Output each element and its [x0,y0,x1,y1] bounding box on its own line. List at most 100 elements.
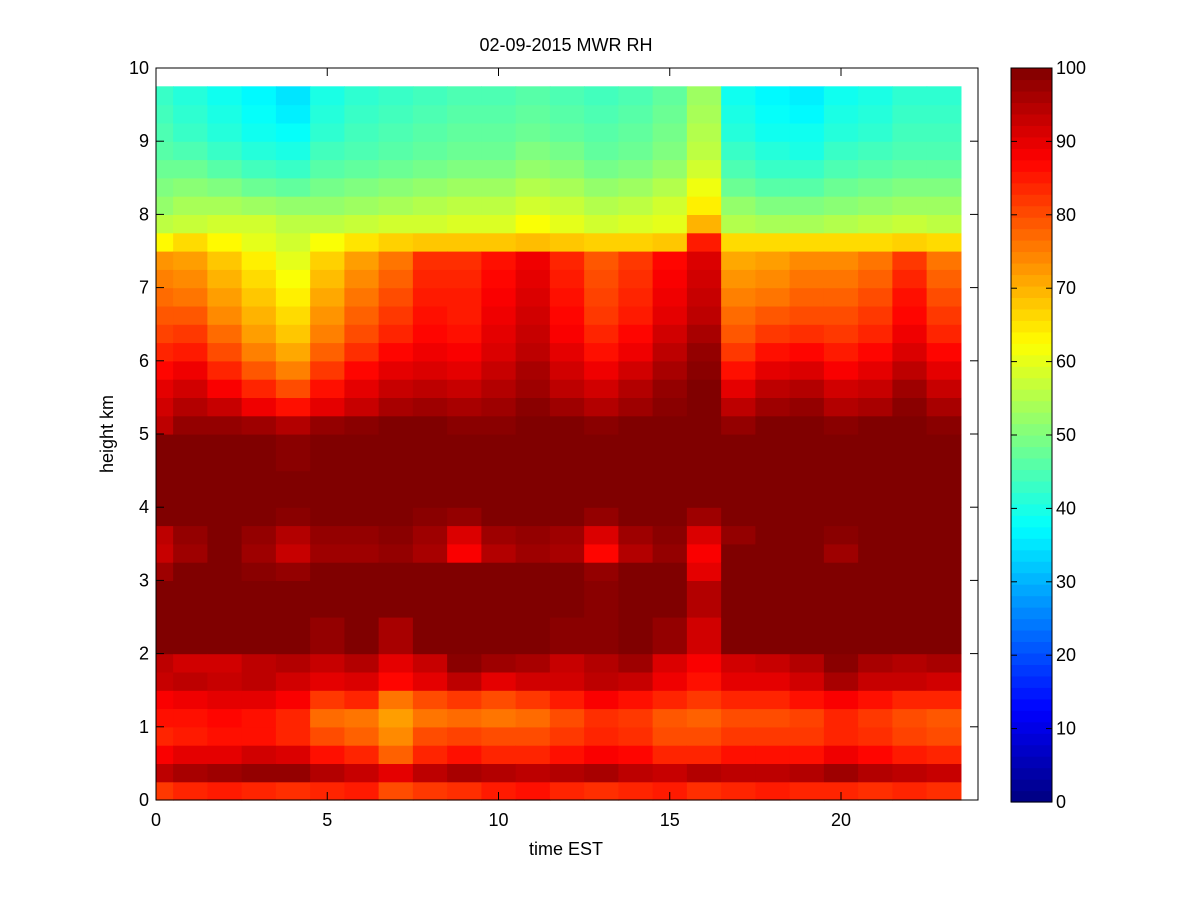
heatmap-cell [789,287,825,307]
heatmap-cell [549,434,585,472]
heatmap-cell [156,397,174,417]
heatmap-cell [721,324,756,344]
heatmap-cell [344,470,380,508]
heatmap-cell [721,763,756,783]
heatmap-cell [207,562,243,581]
heatmap-cell [686,434,722,472]
heatmap-cell [926,159,962,179]
heatmap-cell [926,232,962,252]
heatmap-cell [173,305,208,325]
heatmap-cell [275,653,311,673]
heatmap-cell [892,397,928,417]
heatmap-cell [481,708,517,728]
heatmap-cell [481,507,517,527]
heatmap-cell [241,251,277,270]
heatmap-cell [412,360,448,380]
heatmap-cell [241,214,277,234]
heatmap-cell [515,122,551,142]
heatmap-cell [652,269,688,289]
heatmap-cell [755,434,791,472]
heatmap-cell [926,360,962,380]
heatmap-cell [584,141,619,161]
heatmap-cell [412,104,448,124]
heatmap-cell [275,470,311,508]
heatmap-cell [686,397,722,417]
heatmap-cell [823,397,859,417]
heatmap-cell [686,86,722,106]
heatmap-cell [173,690,208,710]
heatmap-cell [241,580,277,618]
heatmap-cell [755,617,791,655]
heatmap-cell [344,86,380,106]
heatmap-cell [686,122,722,142]
heatmap-cell [618,86,654,106]
heatmap-cell [549,745,585,764]
heatmap-cell [755,525,791,545]
heatmap-cell [652,122,688,142]
heatmap-cell [156,580,174,618]
heatmap-cell [447,305,482,325]
heatmap-cell [549,269,585,289]
heatmap-cell [241,653,277,673]
heatmap-cell [275,141,311,161]
heatmap-cell [378,470,414,508]
heatmap-cell [618,671,654,691]
heatmap-cell [481,104,517,124]
heatmap-cell [618,342,654,362]
heatmap-cell [275,507,311,527]
heatmap-cell [926,86,962,106]
heatmap-cell [721,397,756,417]
heatmap-cell [156,342,174,362]
heatmap-cell [549,580,585,618]
colorbar-swatch [1011,412,1052,425]
heatmap-cell [823,159,859,179]
heatmap-cell [310,324,345,344]
heatmap-cell [156,305,174,325]
colorbar-tick-label: 100 [1056,58,1086,78]
heatmap-cell [686,525,722,545]
heatmap-cell [481,690,517,710]
heatmap-cell [858,342,893,362]
heatmap-cell [481,342,517,362]
colorbar-tick-label: 80 [1056,205,1076,225]
heatmap-cell [652,781,688,801]
heatmap-cell [310,580,345,618]
heatmap-cell [721,708,756,728]
heatmap-cell [686,745,722,764]
heatmap-cell [686,342,722,362]
heatmap-cell [378,397,414,417]
heatmap-cell [447,397,482,417]
heatmap-cell [686,580,722,618]
heatmap-cell [310,653,345,673]
heatmap-cell [721,671,756,691]
heatmap-cell [447,690,482,710]
heatmap-cell [858,543,893,563]
heatmap-cell [310,708,345,728]
heatmap-cell [378,745,414,764]
heatmap-cell [892,617,928,655]
heatmap-cell [926,653,962,673]
heatmap-cell [652,543,688,563]
heatmap-cell [721,543,756,563]
heatmap-cells [156,86,962,801]
heatmap-cell [515,141,551,161]
heatmap-cell [275,232,311,252]
heatmap-cell [344,305,380,325]
heatmap-cell [584,251,619,270]
heatmap-cell [515,653,551,673]
heatmap-cell [549,470,585,508]
heatmap-cell [584,653,619,673]
heatmap-cell [789,525,825,545]
heatmap-cell [652,379,688,398]
heatmap-cell [412,342,448,362]
heatmap-cell [156,141,174,161]
heatmap-cell [789,434,825,472]
heatmap-cell [652,617,688,655]
heatmap-cell [207,726,243,746]
heatmap-cell [310,470,345,508]
heatmap-cell [378,251,414,270]
heatmap-cell [686,324,722,344]
heatmap-cell [892,745,928,764]
heatmap-cell [156,745,174,764]
heatmap-cell [156,269,174,289]
